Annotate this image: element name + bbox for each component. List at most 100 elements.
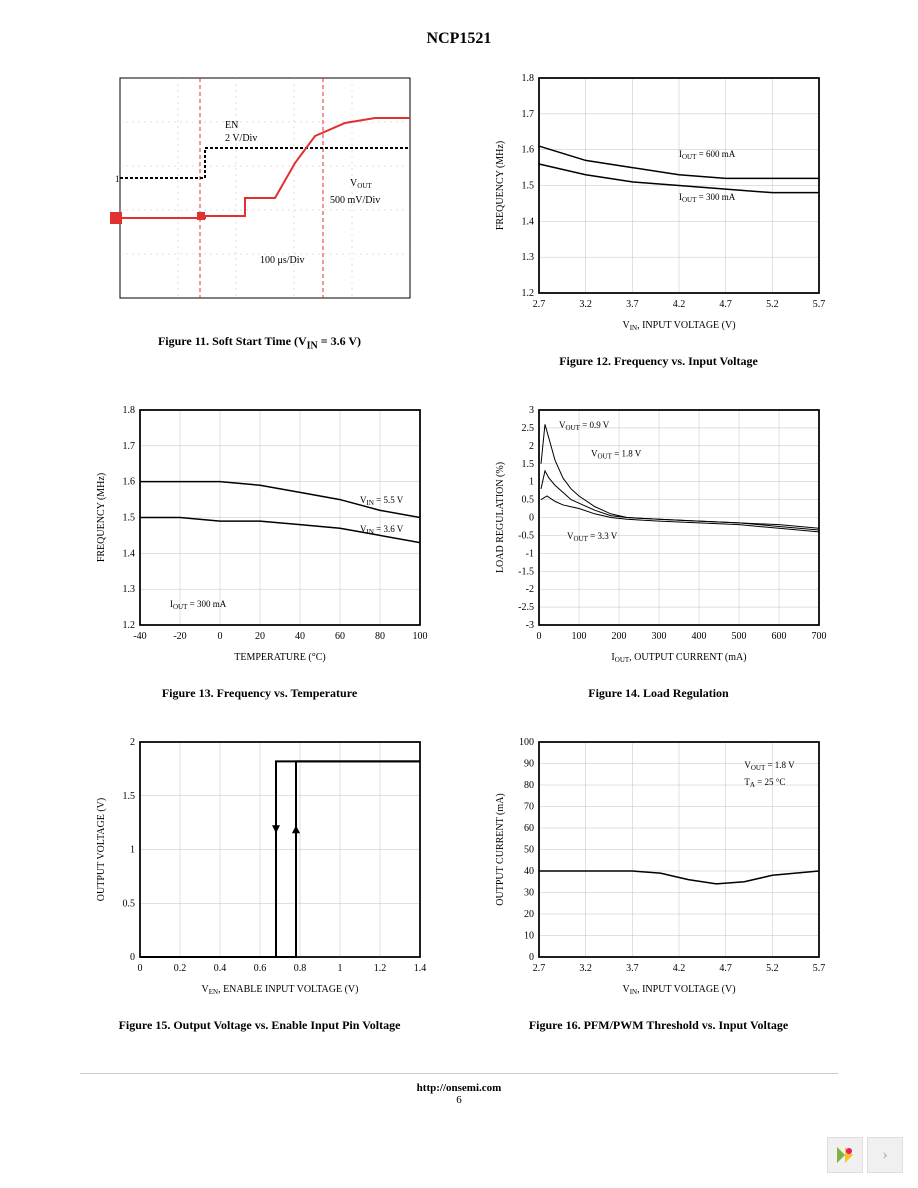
svg-text:OUTPUT VOLTAGE (V): OUTPUT VOLTAGE (V): [96, 797, 107, 900]
svg-text:30: 30: [524, 887, 534, 898]
next-page-button[interactable]: ›: [867, 1137, 903, 1173]
fig13-chart: -40-200204060801001.21.31.41.51.61.71.8V…: [90, 400, 430, 670]
figure-grid: 1 EN 2 V/Div VOUT 500 mV/Div 100 μs/Div …: [80, 68, 838, 1033]
svg-text:3.7: 3.7: [626, 299, 639, 310]
svg-text:LOAD REGULATION (%): LOAD REGULATION (%): [495, 462, 506, 573]
svg-text:0: 0: [137, 963, 142, 974]
svg-text:2: 2: [529, 441, 534, 452]
svg-text:4.2: 4.2: [672, 963, 685, 974]
svg-text:5.7: 5.7: [812, 963, 825, 974]
svg-text:-20: -20: [173, 631, 186, 642]
gallery-icon[interactable]: [827, 1137, 863, 1173]
svg-text:5.2: 5.2: [766, 299, 779, 310]
svg-text:3.2: 3.2: [579, 963, 592, 974]
nav-widget: ›: [827, 1137, 903, 1173]
svg-text:1.3: 1.3: [521, 252, 534, 263]
svg-text:-0.5: -0.5: [518, 530, 534, 541]
svg-text:500: 500: [731, 631, 746, 642]
svg-text:1.5: 1.5: [122, 790, 135, 801]
svg-text:2.7: 2.7: [532, 963, 545, 974]
svg-text:0.5: 0.5: [521, 494, 534, 505]
footer-link[interactable]: http://onsemi.com: [417, 1082, 502, 1094]
svg-text:1.6: 1.6: [521, 145, 534, 156]
svg-text:1.5: 1.5: [521, 459, 534, 470]
svg-text:4.7: 4.7: [719, 963, 732, 974]
svg-text:0.4: 0.4: [213, 963, 226, 974]
svg-text:1.3: 1.3: [122, 584, 135, 595]
svg-text:FREQUENCY (MHz): FREQUENCY (MHz): [495, 141, 506, 230]
fig16-chart: 2.73.23.74.24.75.25.70102030405060708090…: [489, 732, 829, 1002]
svg-text:100: 100: [412, 631, 427, 642]
datasheet-page: NCP1521: [0, 0, 918, 1126]
svg-text:1.5: 1.5: [521, 181, 534, 192]
fig15-chart: 00.20.40.60.811.21.400.511.52VEN, ENABLE…: [90, 732, 430, 1002]
svg-text:4.2: 4.2: [672, 299, 685, 310]
svg-text:OUTPUT CURRENT (mA): OUTPUT CURRENT (mA): [495, 793, 506, 905]
fig15-caption: Figure 15. Output Voltage vs. Enable Inp…: [119, 1017, 401, 1034]
fig11-chart: 1 EN 2 V/Div VOUT 500 mV/Div 100 μs/Div: [95, 68, 425, 318]
svg-text:VIN, INPUT VOLTAGE (V): VIN, INPUT VOLTAGE (V): [622, 984, 735, 996]
svg-text:2 V/Div: 2 V/Div: [225, 133, 257, 144]
svg-text:1.2: 1.2: [521, 288, 534, 299]
svg-text:-40: -40: [133, 631, 146, 642]
svg-text:1.7: 1.7: [122, 441, 135, 452]
page-footer: http://onsemi.com 6: [80, 1073, 838, 1106]
svg-text:0: 0: [130, 952, 135, 963]
fig14-caption: Figure 14. Load Regulation: [588, 685, 728, 702]
svg-text:500 mV/Div: 500 mV/Div: [330, 195, 380, 206]
fig11-caption: Figure 11. Soft Start Time (VIN = 3.6 V): [158, 333, 361, 353]
svg-text:1: 1: [115, 174, 120, 184]
fig13-caption: Figure 13. Frequency vs. Temperature: [162, 685, 357, 702]
svg-text:300: 300: [651, 631, 666, 642]
svg-text:400: 400: [691, 631, 706, 642]
svg-text:5.7: 5.7: [812, 299, 825, 310]
figure-16: 2.73.23.74.24.75.25.70102030405060708090…: [479, 732, 838, 1034]
svg-text:200: 200: [611, 631, 626, 642]
svg-text:1: 1: [337, 963, 342, 974]
svg-text:100: 100: [571, 631, 586, 642]
svg-text:10: 10: [524, 930, 534, 941]
svg-text:1: 1: [130, 844, 135, 855]
svg-text:1.8: 1.8: [521, 73, 534, 84]
svg-text:1.2: 1.2: [122, 620, 135, 631]
svg-text:0: 0: [536, 631, 541, 642]
fig14-chart: 0100200300400500600700-3-2.5-2-1.5-1-0.5…: [489, 400, 829, 670]
svg-text:-1: -1: [525, 548, 533, 559]
svg-text:1.4: 1.4: [521, 216, 534, 227]
svg-text:20: 20: [524, 909, 534, 920]
svg-text:3: 3: [529, 405, 534, 416]
svg-text:3.2: 3.2: [579, 299, 592, 310]
svg-text:FREQUENCY (MHz): FREQUENCY (MHz): [96, 473, 107, 562]
figure-11: 1 EN 2 V/Div VOUT 500 mV/Div 100 μs/Div …: [80, 68, 439, 370]
svg-text:80: 80: [524, 780, 534, 791]
svg-text:EN: EN: [225, 120, 238, 131]
svg-text:-2: -2: [525, 584, 533, 595]
svg-text:0: 0: [529, 952, 534, 963]
svg-text:-3: -3: [525, 620, 533, 631]
svg-text:2.5: 2.5: [521, 423, 534, 434]
svg-text:600: 600: [771, 631, 786, 642]
svg-text:1.5: 1.5: [122, 512, 135, 523]
svg-text:700: 700: [811, 631, 826, 642]
fig12-chart: 2.73.23.74.24.75.25.71.21.31.41.51.61.71…: [489, 68, 829, 338]
svg-text:1.4: 1.4: [122, 548, 135, 559]
svg-text:60: 60: [335, 631, 345, 642]
svg-text:0.2: 0.2: [173, 963, 186, 974]
svg-text:1.8: 1.8: [122, 405, 135, 416]
figure-14: 0100200300400500600700-3-2.5-2-1.5-1-0.5…: [479, 400, 838, 702]
svg-text:-1.5: -1.5: [518, 566, 534, 577]
svg-text:VEN, ENABLE INPUT VOLTAGE (V): VEN, ENABLE INPUT VOLTAGE (V): [201, 984, 358, 996]
svg-text:2: 2: [130, 737, 135, 748]
svg-text:40: 40: [524, 866, 534, 877]
figure-15: 00.20.40.60.811.21.400.511.52VEN, ENABLE…: [80, 732, 439, 1034]
figure-12: 2.73.23.74.24.75.25.71.21.31.41.51.61.71…: [479, 68, 838, 370]
svg-text:0.6: 0.6: [253, 963, 266, 974]
svg-text:1.7: 1.7: [521, 109, 534, 120]
svg-text:40: 40: [295, 631, 305, 642]
svg-text:0: 0: [529, 512, 534, 523]
svg-text:3.7: 3.7: [626, 963, 639, 974]
svg-text:0.5: 0.5: [122, 898, 135, 909]
svg-text:IOUT, OUTPUT CURRENT (mA): IOUT, OUTPUT CURRENT (mA): [611, 652, 746, 664]
svg-text:1.4: 1.4: [413, 963, 426, 974]
svg-text:80: 80: [375, 631, 385, 642]
